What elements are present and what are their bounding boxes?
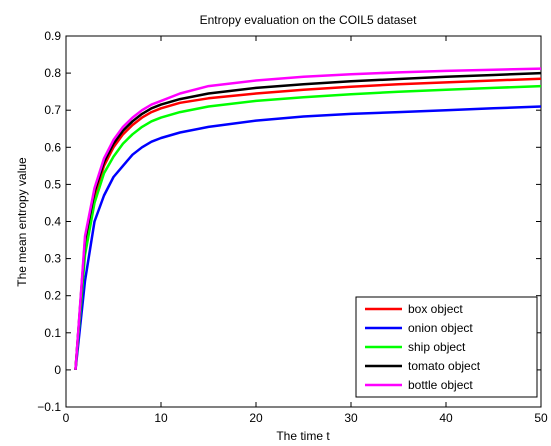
series-line — [74, 67, 542, 370]
y-tick-label: 0.2 — [44, 289, 61, 303]
legend-entry: ship object — [408, 340, 466, 354]
series-lines — [74, 67, 542, 371]
y-tick-label: 0.3 — [44, 252, 61, 266]
x-tick-label: 10 — [154, 411, 168, 425]
y-tick-label: 0.4 — [44, 215, 61, 229]
y-axis-label: The mean entropy value — [15, 157, 29, 287]
y-tick-label: 0.7 — [44, 103, 61, 117]
legend-entry: box object — [408, 302, 463, 316]
y-tick-label: −0.1 — [37, 400, 61, 414]
series-line — [74, 105, 542, 371]
legend-entry: tomato object — [408, 359, 481, 373]
x-tick-label: 20 — [249, 411, 263, 425]
y-tick-label: 0 — [54, 363, 61, 377]
legend-entry: bottle object — [408, 378, 473, 392]
x-tick-label: 0 — [63, 411, 70, 425]
y-tick-label: 0.1 — [44, 326, 61, 340]
y-tick-label: 0.8 — [44, 66, 61, 80]
x-tick-label: 30 — [344, 411, 358, 425]
x-tick-label: 50 — [534, 411, 548, 425]
legend: box object onion object ship object tomato … — [355, 296, 538, 398]
x-tick-label: 40 — [439, 411, 453, 425]
y-tick-label: 0.6 — [44, 140, 61, 154]
y-tick-label: 0.9 — [44, 29, 61, 43]
y-tick-label: 0.5 — [44, 177, 61, 191]
chart-title: Entropy evaluation on the COIL5 dataset — [200, 13, 417, 27]
series-line — [74, 84, 542, 371]
legend-entry: onion object — [408, 321, 473, 335]
x-axis-label: The time t — [276, 429, 330, 443]
